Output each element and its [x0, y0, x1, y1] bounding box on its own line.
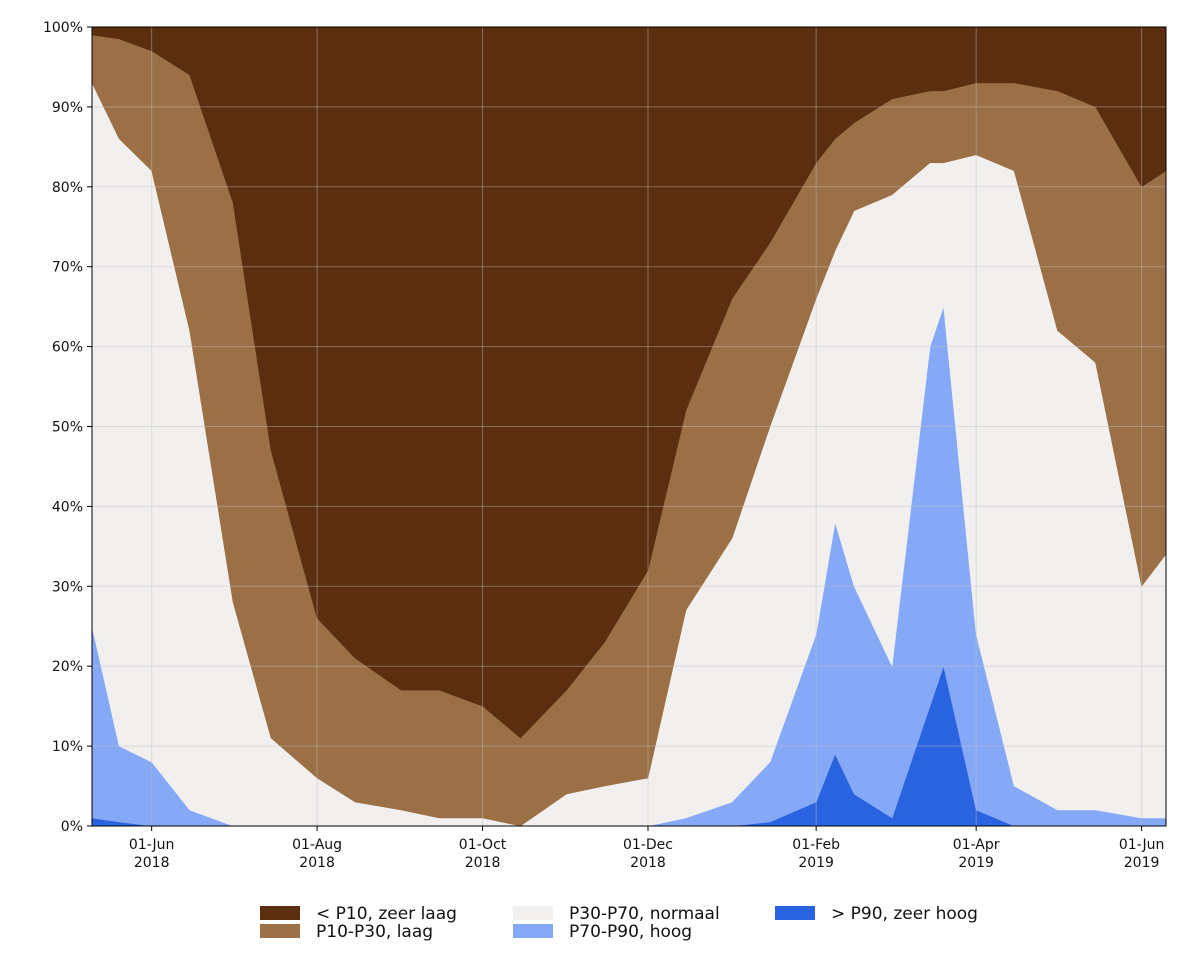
x-tick-label: 01-Apr 2019	[953, 837, 1000, 871]
x-tick-label-line: 01-Dec	[623, 837, 673, 853]
legend-swatch	[260, 924, 300, 938]
x-tick-label: 01-Aug 2018	[292, 837, 342, 871]
legend-swatch	[513, 906, 553, 920]
y-tick-label: 30%	[52, 579, 83, 595]
y-tick-label: 10%	[52, 739, 83, 755]
y-tick-label: 20%	[52, 659, 83, 675]
x-tick-label-line: 2019	[798, 855, 834, 871]
x-tick-label: 01-Feb 2019	[792, 837, 840, 871]
x-tick-label-line: 01-Aug	[292, 837, 342, 853]
legend-label: < P10, zeer laag	[316, 904, 457, 924]
x-tick-label-line: 2019	[1124, 855, 1160, 871]
x-tick-label: 01-Dec 2018	[623, 837, 673, 871]
x-tick-label-line: 2019	[958, 855, 994, 871]
x-tick-label-line: 01-Apr	[953, 837, 1000, 853]
y-tick-label: 40%	[52, 499, 83, 515]
y-tick-label: 100%	[43, 20, 83, 36]
y-tick-label: 80%	[52, 180, 83, 196]
y-tick-label: 60%	[52, 340, 83, 356]
x-tick-label: 01-Oct 2018	[459, 837, 507, 871]
x-tick-label-line: 2018	[134, 855, 170, 871]
x-tick-label-line: 2018	[630, 855, 666, 871]
legend-swatch	[513, 924, 553, 938]
y-tick-label: 0%	[61, 819, 83, 835]
x-tick-label: 01-Jun 2019	[1119, 837, 1165, 871]
x-tick-label-line: 2018	[299, 855, 335, 871]
x-tick-label-line: 01-Feb	[792, 837, 840, 853]
x-tick-label: 01-Jun 2018	[129, 837, 175, 871]
x-tick-label-line: 01-Oct	[459, 837, 507, 853]
x-tick-label-line: 2018	[465, 855, 501, 871]
legend-label: P10-P30, laag	[316, 922, 433, 942]
x-tick-label-line: 01-Jun	[1119, 837, 1165, 853]
legend-swatch	[260, 906, 300, 920]
y-tick-label: 90%	[52, 100, 83, 116]
y-tick-label: 70%	[52, 260, 83, 276]
plot-frame	[91, 26, 1167, 827]
legend-label: P30-P70, normaal	[569, 904, 720, 924]
legend-swatch	[775, 906, 815, 920]
legend-label: > P90, zeer hoog	[831, 904, 978, 924]
x-tick-label-line: 01-Jun	[129, 837, 175, 853]
y-tick-label: 50%	[52, 420, 83, 436]
legend-label: P70-P90, hoog	[569, 922, 692, 942]
